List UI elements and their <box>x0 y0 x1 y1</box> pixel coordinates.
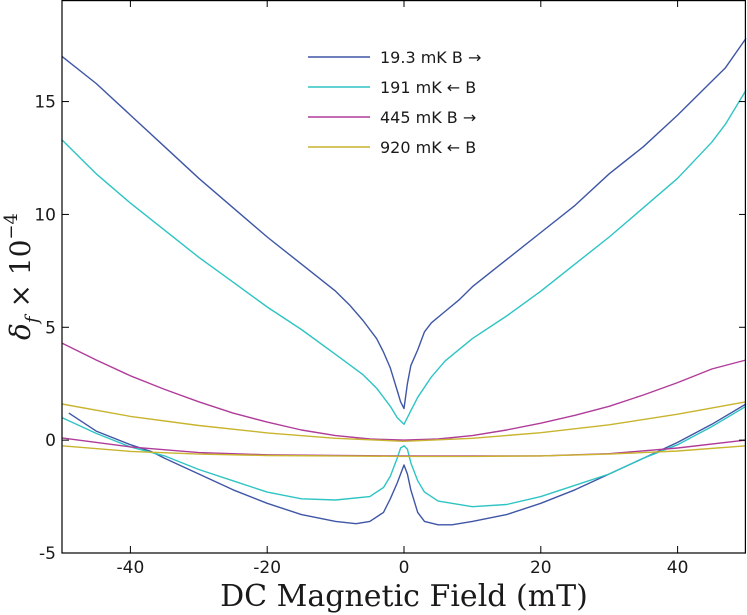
series-layer <box>61 37 747 526</box>
y-axis-label-exp: −4 <box>1 213 22 240</box>
x-tick-label: -40 <box>117 558 145 578</box>
axis-ticks: -40 -20 0 20 40 -5 0 5 10 15 <box>34 0 746 578</box>
y-axis-label: δf × 10−4 <box>1 213 43 340</box>
y-tick-label: 0 <box>45 431 56 451</box>
series-line-4-lower <box>61 445 747 458</box>
series-line-2-upper <box>61 89 747 425</box>
x-tick-label: 0 <box>399 558 410 578</box>
x-axis-label: DC Magnetic Field (mT) <box>220 579 588 614</box>
x-tick-label: 20 <box>530 558 552 578</box>
y-tick-label: 15 <box>34 93 56 113</box>
legend-label-4: 920 mK ← B <box>380 138 476 157</box>
series-line-1-upper <box>61 37 747 410</box>
legend-label-1: 19.3 mK B → <box>380 48 481 67</box>
x-tick-label: 40 <box>667 558 689 578</box>
series-line-1-lower <box>68 403 747 526</box>
y-tick-label: 10 <box>34 205 56 225</box>
series-line-4-upper <box>61 401 747 442</box>
legend-label-3: 445 mK B → <box>380 108 476 127</box>
x-tick-label: -20 <box>253 558 281 578</box>
y-tick-label: -5 <box>39 544 56 564</box>
series-line-2-lower <box>61 405 747 508</box>
legend: 19.3 mK B → 191 mK ← B 445 mK B → 920 mK ← … <box>308 48 481 157</box>
y-axis-label-times: × 10 <box>4 240 37 317</box>
series-line-3-upper <box>61 342 747 441</box>
y-axis-label-base: δ <box>4 323 37 340</box>
legend-label-2: 191 mK ← B <box>380 78 476 97</box>
y-tick-label: 5 <box>45 318 56 338</box>
